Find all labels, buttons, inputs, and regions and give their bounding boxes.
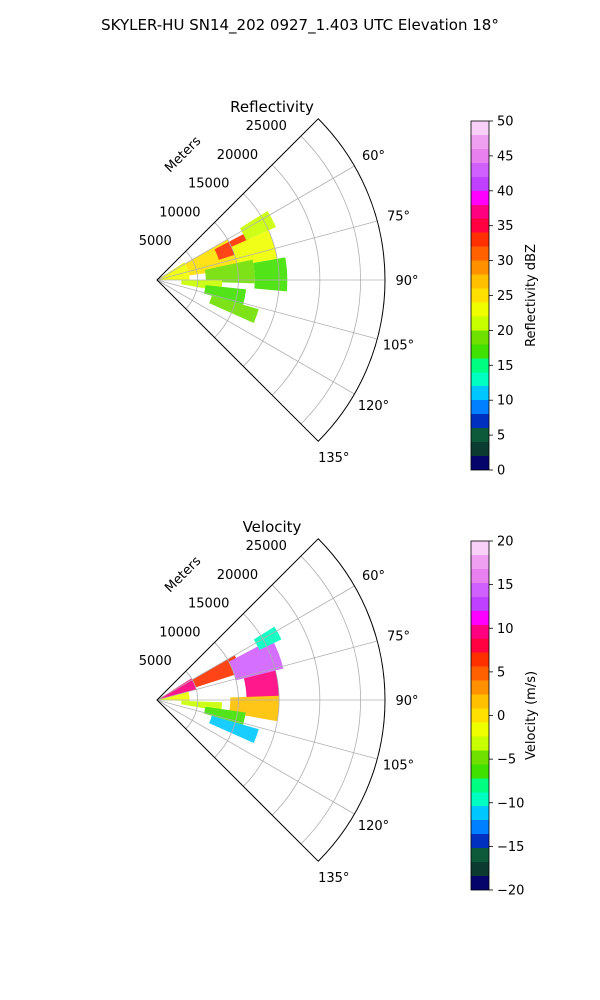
azimuth-tick-label: 135° bbox=[318, 451, 349, 466]
azimuth-tick-label: 120° bbox=[358, 819, 389, 834]
colorbar-tick-label: 30 bbox=[497, 254, 514, 269]
echo-region bbox=[243, 670, 280, 700]
colorbar-tick-label: 5 bbox=[497, 665, 505, 680]
colorbar-gradient bbox=[470, 120, 490, 471]
azimuth-spoke bbox=[156, 165, 355, 281]
azimuth-tick-label: 75° bbox=[387, 629, 410, 644]
echo-layer bbox=[157, 210, 288, 324]
colorbar-tick-label: 0 bbox=[497, 464, 505, 479]
echo-region bbox=[209, 715, 259, 744]
echo-region bbox=[157, 691, 190, 702]
echo-region bbox=[203, 706, 246, 725]
echo-region bbox=[239, 210, 277, 241]
colorbar-tick-label: −5 bbox=[497, 753, 516, 768]
colorbar-tick-label: −10 bbox=[497, 796, 524, 811]
azimuth-spoke bbox=[156, 699, 355, 815]
echo-layer bbox=[157, 626, 284, 744]
range-tick-label: 25000 bbox=[246, 119, 287, 134]
azimuth-tick-label: 90° bbox=[395, 694, 418, 709]
azimuth-tick-label: 135° bbox=[318, 871, 349, 886]
colorbar: 0 5 10 15 20 25 30 35 40 45 50 Reflectivity dBZ bbox=[470, 115, 539, 479]
colorbar-label: Reflectivity dBZ bbox=[524, 244, 539, 347]
azimuth-spoke bbox=[156, 279, 355, 395]
range-tick-label: 10000 bbox=[159, 625, 200, 640]
azimuth-tick-label: 75° bbox=[387, 209, 410, 224]
azimuth-spoke bbox=[156, 640, 378, 701]
colorbar-tick-label: −15 bbox=[497, 840, 524, 855]
echo-region bbox=[253, 257, 288, 292]
range-axis-label: Meters bbox=[162, 134, 204, 176]
colorbar-tick-label: 5 bbox=[497, 429, 505, 444]
colorbar-tick-label: 20 bbox=[497, 535, 514, 550]
colorbar-tick-label: 20 bbox=[497, 324, 514, 339]
azimuth-spoke bbox=[156, 279, 378, 340]
range-tick-label: 5000 bbox=[139, 234, 172, 249]
colorbar-tick-label: 10 bbox=[497, 622, 514, 637]
colorbar-tick-label: 45 bbox=[497, 149, 514, 164]
echo-region bbox=[204, 259, 255, 284]
azimuth-spoke bbox=[156, 220, 378, 281]
azimuth-tick-label: 105° bbox=[383, 339, 414, 354]
azimuth-tick-label: 90° bbox=[395, 274, 418, 289]
plot-title: Reflectivity bbox=[230, 98, 314, 116]
colorbar-tick-label: 40 bbox=[497, 184, 514, 199]
colorbar-tick-label: 35 bbox=[497, 219, 514, 234]
sector-frame bbox=[156, 118, 386, 442]
colorbar-label: Velocity (m/s) bbox=[524, 671, 539, 760]
reflectivity-plot: Reflectivity60°75°90°105°120°135°5000100… bbox=[139, 98, 539, 479]
azimuth-tick-label: 60° bbox=[362, 569, 385, 584]
colorbar-tick-label: −20 bbox=[497, 884, 524, 899]
colorbar: −20 −15 −10 −5 0 5 10 15 20 Velocity (m/s) bbox=[470, 535, 539, 899]
colorbar-tick-label: 15 bbox=[497, 359, 514, 374]
colorbar-tick-label: 10 bbox=[497, 394, 514, 409]
range-tick-label: 20000 bbox=[217, 568, 258, 583]
azimuth-tick-label: 60° bbox=[362, 149, 385, 164]
range-tick-label: 25000 bbox=[246, 539, 287, 554]
colorbar-tick-label: 0 bbox=[497, 709, 505, 724]
range-tick-label: 15000 bbox=[188, 177, 229, 192]
velocity-plot: Velocity 60° 75° 90° 105° 120° 135° 5000 10000 15… bbox=[139, 518, 539, 899]
figure-title: SKYLER-HU SN14_202 0927_1.403 UTC Elevat… bbox=[101, 16, 499, 34]
azimuth-tick-label: 120° bbox=[358, 399, 389, 414]
range-tick-label: 20000 bbox=[217, 148, 258, 163]
plot-title: Velocity bbox=[243, 518, 302, 536]
range-axis-label: Meters bbox=[162, 554, 204, 596]
colorbar-gradient bbox=[470, 540, 490, 891]
colorbar-tick-label: 25 bbox=[497, 289, 514, 304]
azimuth-spoke bbox=[156, 585, 355, 701]
colorbar-tick-label: 50 bbox=[497, 115, 514, 130]
azimuth-tick-label: 105° bbox=[383, 759, 414, 774]
echo-region bbox=[203, 285, 247, 305]
echo-region bbox=[209, 295, 259, 324]
range-tick-label: 15000 bbox=[188, 597, 229, 612]
range-tick-label: 10000 bbox=[159, 205, 200, 220]
azimuth-spoke bbox=[156, 699, 378, 760]
range-tick-label: 5000 bbox=[139, 654, 172, 669]
colorbar-tick-label: 15 bbox=[497, 578, 514, 593]
sector-frame bbox=[156, 538, 386, 862]
